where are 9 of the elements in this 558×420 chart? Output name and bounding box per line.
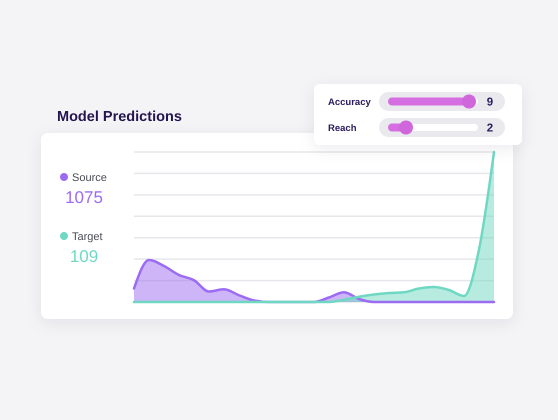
text: Accuracy [328, 97, 372, 108]
chart-title: Model Predictions [57, 109, 182, 125]
text: 1075 [65, 188, 103, 207]
text: Reach [328, 123, 357, 134]
legend-label: Target [72, 231, 103, 243]
text: 9 [486, 96, 494, 108]
text: 2 [486, 122, 494, 134]
legend-label: Source [72, 172, 107, 184]
text: 109 [70, 247, 98, 266]
